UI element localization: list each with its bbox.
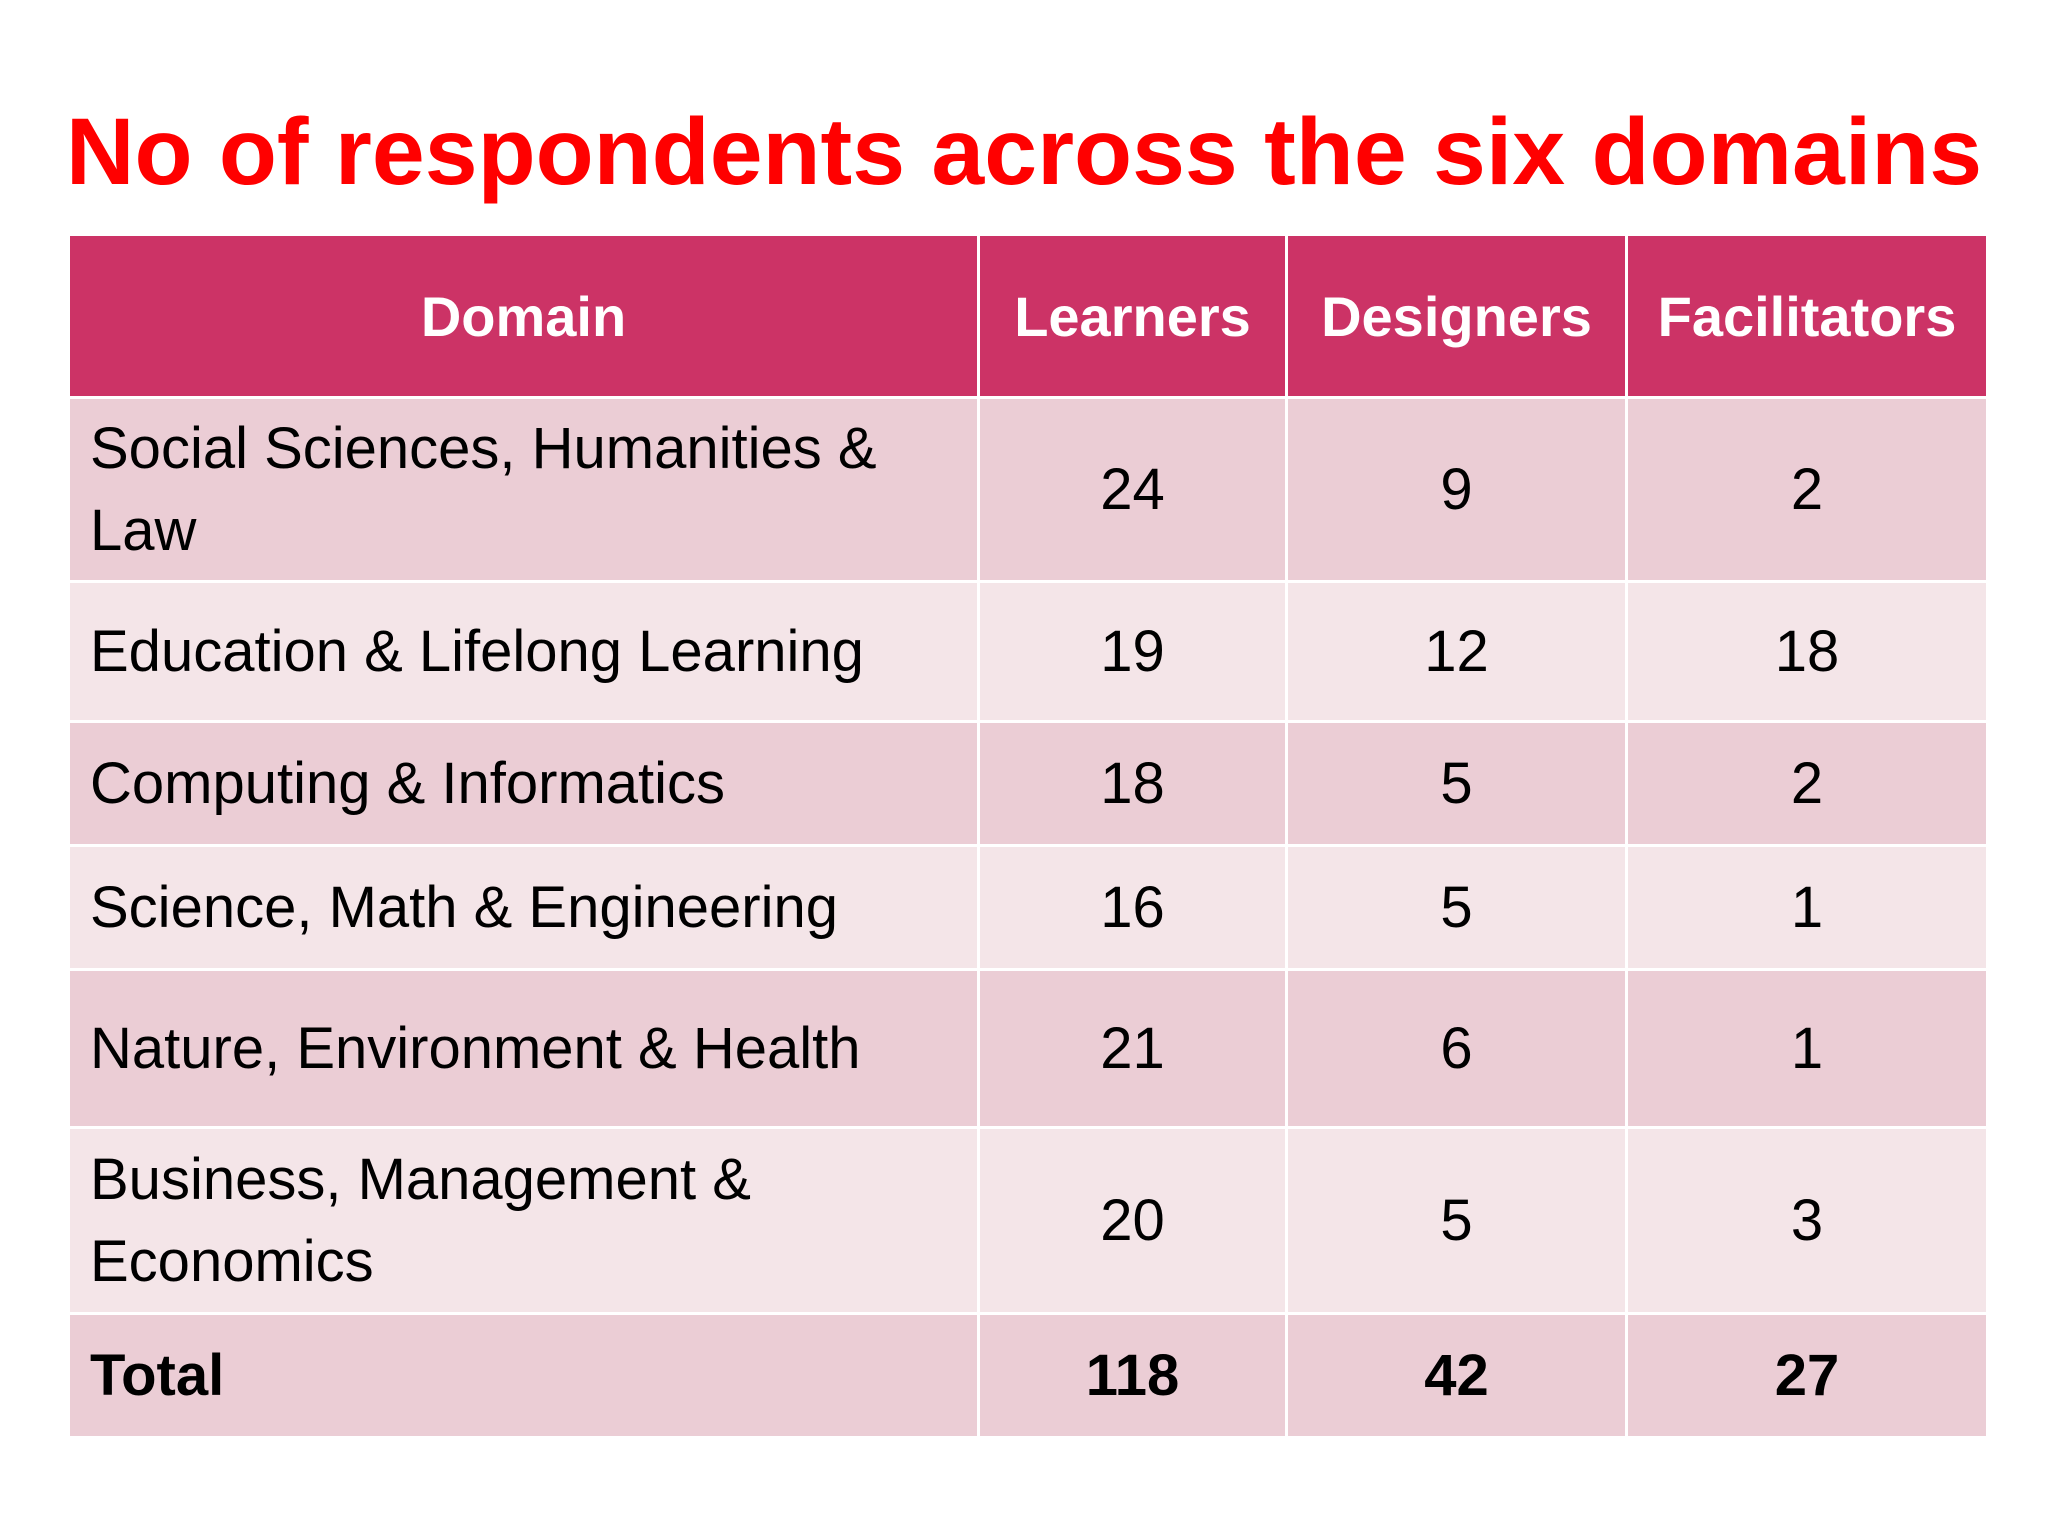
facilitators-cell: 1 xyxy=(1625,844,1989,971)
designers-cell: 12 xyxy=(1285,580,1628,723)
header-domain: Domain xyxy=(67,233,980,399)
header-facilitators: Facilitators xyxy=(1625,233,1989,399)
table-total-row: Total 118 42 27 xyxy=(67,1312,1989,1439)
designers-cell: 6 xyxy=(1285,968,1628,1129)
respondents-table: Domain Learners Designers Facilitators S… xyxy=(67,233,1989,1439)
table-row: Science, Math & Engineering 16 5 1 xyxy=(67,844,1989,971)
learners-cell: 20 xyxy=(977,1126,1288,1315)
total-label: Total xyxy=(67,1312,980,1439)
designers-cell: 5 xyxy=(1285,720,1628,847)
learners-cell: 24 xyxy=(977,396,1288,583)
learners-cell: 16 xyxy=(977,844,1288,971)
domain-cell: Computing & Informatics xyxy=(67,720,980,847)
table-row: Nature, Environment & Health 21 6 1 xyxy=(67,968,1989,1129)
facilitators-cell: 2 xyxy=(1625,720,1989,847)
facilitators-cell: 1 xyxy=(1625,968,1989,1129)
total-designers: 42 xyxy=(1285,1312,1628,1439)
table-header-row: Domain Learners Designers Facilitators xyxy=(67,233,1989,399)
header-learners: Learners xyxy=(977,233,1288,399)
facilitators-cell: 2 xyxy=(1625,396,1989,583)
total-learners: 118 xyxy=(977,1312,1288,1439)
domain-cell: Science, Math & Engineering xyxy=(67,844,980,971)
learners-cell: 19 xyxy=(977,580,1288,723)
domain-cell: Education & Lifelong Learning xyxy=(67,580,980,723)
facilitators-cell: 18 xyxy=(1625,580,1989,723)
domain-cell: Business, Management & Economics xyxy=(67,1126,980,1315)
table-row: Education & Lifelong Learning 19 12 18 xyxy=(67,580,1989,723)
domain-cell: Social Sciences, Humanities & Law xyxy=(67,396,980,583)
designers-cell: 5 xyxy=(1285,844,1628,971)
page-title: No of respondents across the six domains xyxy=(65,99,1983,205)
domain-cell: Nature, Environment & Health xyxy=(67,968,980,1129)
facilitators-cell: 3 xyxy=(1625,1126,1989,1315)
table-row: Social Sciences, Humanities & Law 24 9 2 xyxy=(67,396,1989,583)
table-row: Business, Management & Economics 20 5 3 xyxy=(67,1126,1989,1315)
designers-cell: 9 xyxy=(1285,396,1628,583)
learners-cell: 21 xyxy=(977,968,1288,1129)
table-row: Computing & Informatics 18 5 2 xyxy=(67,720,1989,847)
header-designers: Designers xyxy=(1285,233,1628,399)
learners-cell: 18 xyxy=(977,720,1288,847)
total-facilitators: 27 xyxy=(1625,1312,1989,1439)
designers-cell: 5 xyxy=(1285,1126,1628,1315)
